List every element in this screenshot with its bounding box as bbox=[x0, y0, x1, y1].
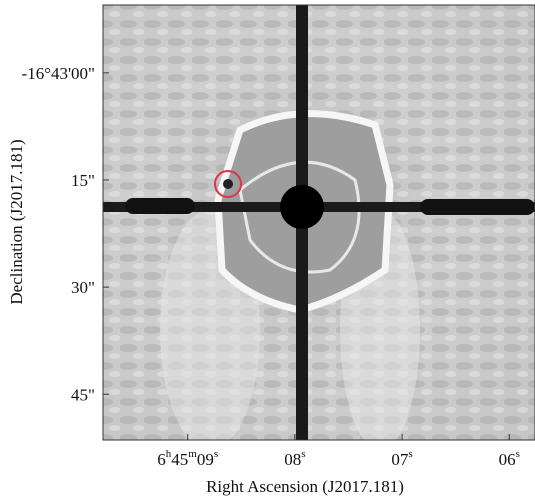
tick-text: 6 bbox=[157, 450, 166, 469]
y-axis-label: Declination (J2017.181) bbox=[7, 139, 26, 304]
x-tick-label: 06s bbox=[499, 448, 520, 469]
x-tick-label: 08s bbox=[284, 448, 305, 469]
x-tick-label: 6h45m09s bbox=[157, 448, 218, 469]
y-tick-label: 45" bbox=[71, 385, 95, 404]
tick-text: 09 bbox=[197, 450, 214, 469]
tick-text: 45 bbox=[171, 450, 188, 469]
y-tick-label: 30" bbox=[71, 278, 95, 297]
sky-image bbox=[103, 5, 535, 450]
superscript: s bbox=[516, 448, 520, 460]
tick-text: 06 bbox=[499, 450, 516, 469]
superscript: s bbox=[214, 448, 218, 460]
superscript: s bbox=[408, 448, 412, 460]
y-tick-label: -16°43'00" bbox=[22, 64, 95, 83]
tick-text: 08 bbox=[284, 450, 301, 469]
figure: Right Ascension (J2017.181) Declination … bbox=[0, 0, 535, 497]
tick-text: 07 bbox=[391, 450, 409, 469]
superscript: s bbox=[301, 448, 305, 460]
x-axis-label: Right Ascension (J2017.181) bbox=[206, 477, 404, 496]
x-tick-label: 07s bbox=[391, 448, 412, 469]
y-tick-label: 15" bbox=[71, 171, 95, 190]
